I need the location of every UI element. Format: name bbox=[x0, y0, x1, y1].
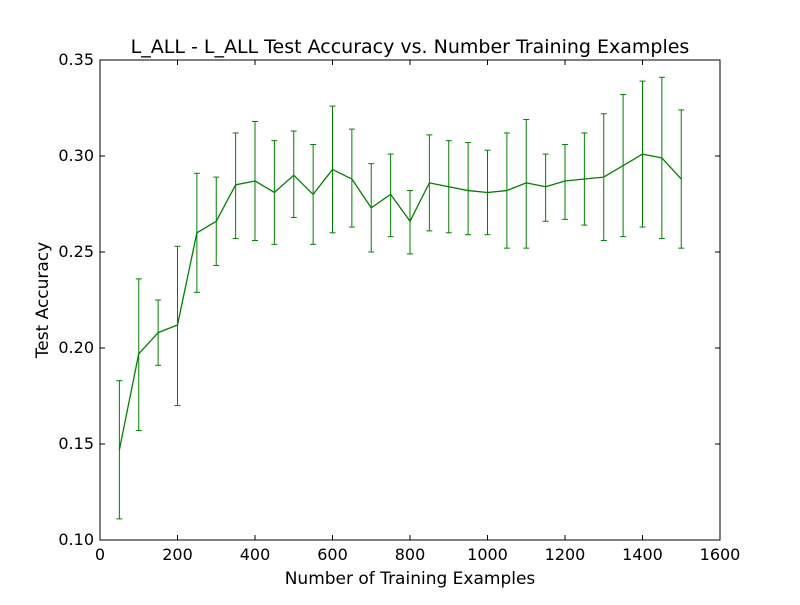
y-tick-label: 0.10 bbox=[58, 530, 94, 549]
x-tick-label: 1000 bbox=[467, 545, 508, 564]
y-tick-label: 0.20 bbox=[58, 338, 94, 357]
x-tick-label: 200 bbox=[162, 545, 193, 564]
y-tick-label: 0.30 bbox=[58, 146, 94, 165]
x-tick-label: 1200 bbox=[545, 545, 586, 564]
y-tick-label: 0.15 bbox=[58, 434, 94, 453]
series-line bbox=[118, 153, 682, 450]
y-tick-label: 0.25 bbox=[58, 242, 94, 261]
x-axis-title: Number of Training Examples bbox=[285, 569, 536, 589]
x-tick-label: 800 bbox=[395, 545, 426, 564]
chart-title: L_ALL - L_ALL Test Accuracy vs. Number T… bbox=[131, 36, 690, 58]
x-tick-label: 400 bbox=[240, 545, 271, 564]
x-tick-label: 1400 bbox=[622, 545, 663, 564]
plot-frame bbox=[99, 59, 721, 541]
x-tick-label: 600 bbox=[317, 545, 348, 564]
x-tick-label: 1600 bbox=[700, 545, 741, 564]
y-tick-label: 0.35 bbox=[58, 50, 94, 69]
plot-area: 0 200 400 600 800 1000 1200 1400 1600 0.10 0.15 0.2… bbox=[58, 50, 740, 564]
x-tick-label: 0 bbox=[95, 545, 105, 564]
y-axis-title: Test Accuracy bbox=[33, 242, 53, 360]
